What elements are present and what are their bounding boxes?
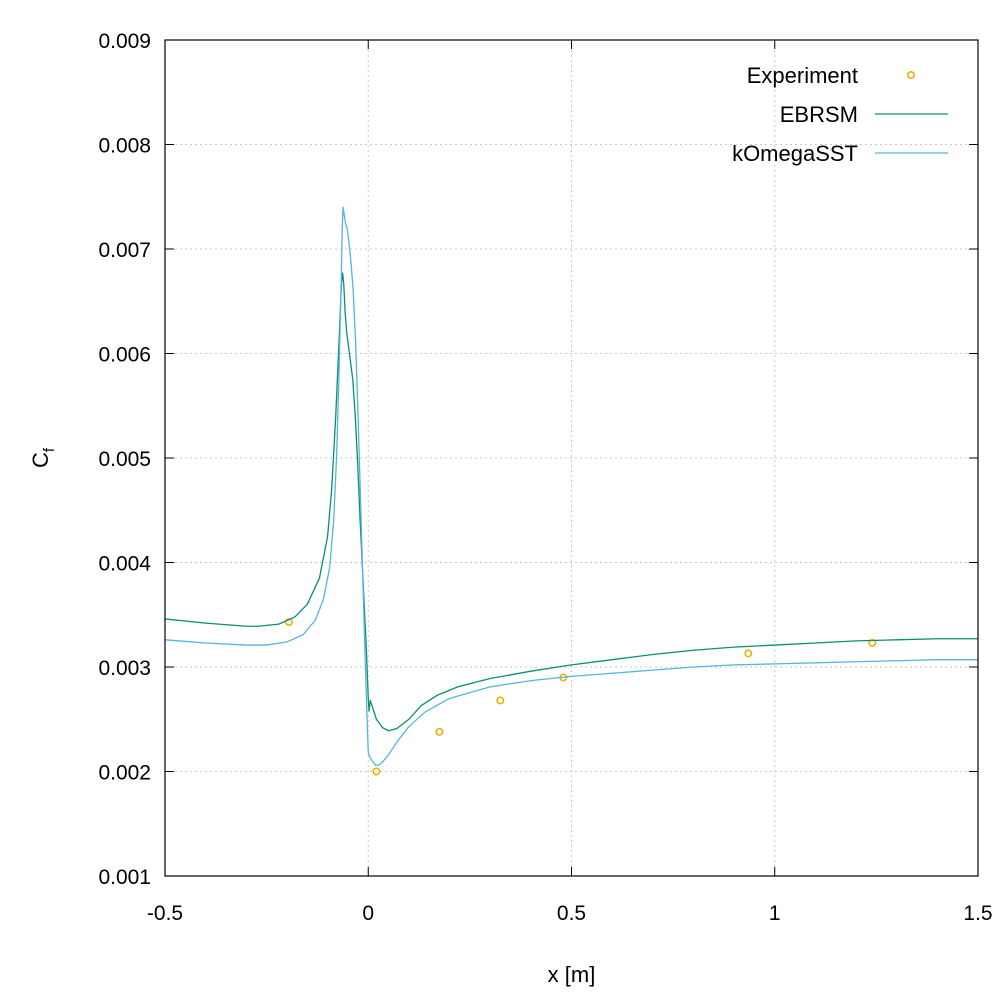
x-tick-label: -0.5 [147,902,183,925]
y-tick-label: 0.005 [98,448,151,471]
y-tick-label: 0.002 [98,762,151,785]
y-tick-label: 0.004 [98,553,151,576]
series-line-komegasst [164,206,978,766]
y-tick-label: 0.001 [98,866,151,889]
plot-frame [164,39,979,877]
data-point-experiment [372,767,381,776]
x-tick-label: 0 [362,902,374,925]
y-tick-label: 0.009 [98,30,151,53]
y-axis-label: Cf [28,447,58,468]
legend-swatch-experiment [906,71,915,80]
y-axis-label-main: C [28,452,53,468]
y-tick-label: 0.008 [98,135,151,158]
legend: Experiment EBRSM kOmegaSST [732,63,948,166]
y-tick-labels: 0.001 0.002 0.003 0.004 0.005 0.006 0.007 0.008… [98,30,151,889]
legend-label-experiment: Experiment [747,63,858,88]
grid-lines [165,40,978,876]
series-line-ebrsm [164,272,978,732]
y-tick-label: 0.007 [98,239,151,262]
data-point-experiment [868,638,877,647]
data-point-experiment [284,618,293,627]
x-tick-label: 1 [769,902,781,925]
data-point-experiment [496,696,505,705]
y-tick-label: 0.006 [98,344,151,367]
series-layer [164,206,978,776]
x-tick-label: 1.5 [963,902,992,925]
data-point-experiment [435,727,444,736]
y-axis-label-sub: f [41,447,58,452]
x-axis-label: x [m] [548,962,596,987]
x-tick-labels: -0.5 0 0.5 1 1.5 [147,902,993,925]
legend-label-ebrsm: EBRSM [780,102,858,127]
legend-label-komegasst: kOmegaSST [732,141,858,166]
x-tick-label: 0.5 [557,902,586,925]
y-tick-label: 0.003 [98,657,151,680]
data-point-experiment [744,649,753,658]
